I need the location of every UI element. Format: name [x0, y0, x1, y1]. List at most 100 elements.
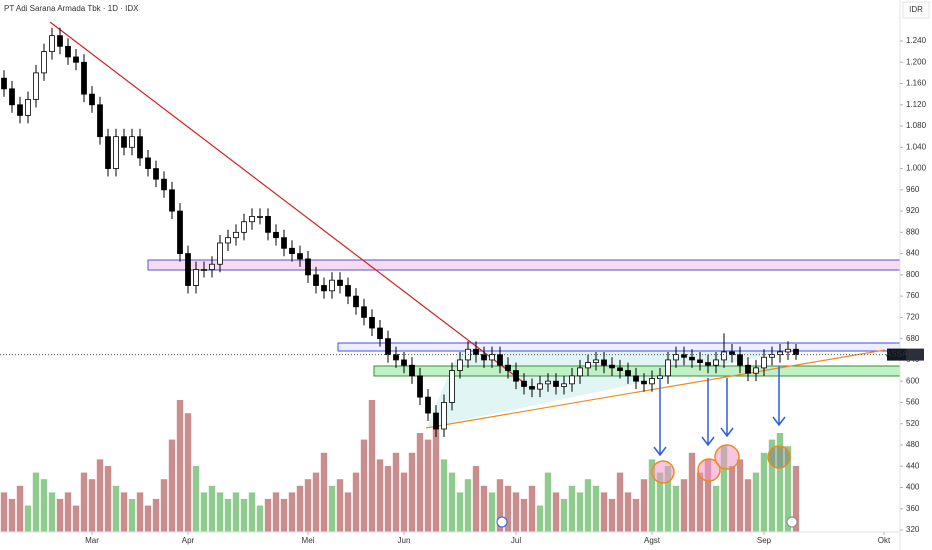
volume-highlight — [651, 460, 675, 484]
candle-body — [393, 354, 399, 361]
x-tick-label: Jun — [398, 536, 411, 545]
y-tick-label: 840 — [906, 249, 920, 258]
candle-body — [361, 306, 367, 318]
uptrend-line — [425, 349, 886, 429]
volume-bar — [648, 459, 656, 532]
candle-body — [441, 402, 447, 430]
y-tick-label: 1.080 — [906, 121, 927, 130]
candle-body — [497, 354, 503, 366]
y-tick-label: 560 — [906, 398, 920, 407]
y-tick-label: 1.040 — [906, 142, 927, 151]
volume-bar — [720, 446, 728, 532]
volume-bar — [240, 499, 248, 532]
y-tick-label: 720 — [906, 313, 920, 322]
candle-body — [545, 380, 551, 385]
volume-bar — [584, 479, 592, 532]
candle-body — [57, 35, 63, 47]
volume-bar — [64, 492, 72, 532]
y-tick-label: 520 — [906, 419, 920, 428]
volume-highlight — [714, 444, 740, 470]
volume-bar — [560, 499, 568, 532]
symbol-tag-box — [887, 348, 906, 361]
candle-body — [689, 356, 695, 361]
volume-bar — [392, 452, 400, 532]
volume-bar — [440, 459, 448, 532]
candle-body — [713, 359, 719, 366]
candle-body — [793, 348, 799, 355]
y-tick-label: 1.000 — [906, 164, 927, 173]
candle-body — [553, 380, 559, 387]
volume-bar — [320, 452, 328, 532]
volume-bar — [672, 485, 680, 532]
candle-body — [289, 247, 295, 255]
volume-bar — [448, 472, 456, 532]
volume-bar — [792, 466, 800, 532]
arrow — [701, 378, 715, 447]
volume-bar — [400, 472, 408, 532]
candle-body — [513, 370, 519, 382]
volume-bar — [272, 492, 280, 532]
volume-bar — [752, 472, 760, 532]
volume-bar — [552, 492, 560, 532]
y-tick-label: 1.120 — [906, 100, 927, 109]
candle-body — [537, 383, 543, 390]
volume-bar — [224, 499, 232, 532]
volume-bar — [56, 499, 64, 532]
volume-bar — [88, 479, 96, 532]
volume-bar — [600, 492, 608, 532]
volume-highlight — [767, 445, 791, 469]
y-tick-label: 800 — [906, 270, 920, 279]
volume-bar — [96, 459, 104, 532]
volume-bar — [112, 485, 120, 532]
volume-bar — [280, 499, 288, 532]
volume-bar — [360, 439, 368, 532]
candle-body — [385, 338, 391, 355]
currency-box — [902, 1, 930, 19]
volume-bar — [704, 459, 712, 532]
candle-body — [473, 348, 479, 355]
volume-bar — [152, 499, 160, 532]
volume-bar — [40, 479, 48, 532]
candle-body — [649, 378, 655, 385]
volume-bar — [496, 479, 504, 532]
candle-body — [417, 375, 423, 398]
volume-bar — [312, 472, 320, 532]
volume-bar — [0, 492, 8, 532]
candle-body — [73, 56, 79, 63]
candle-body — [337, 279, 343, 286]
candle-body — [369, 316, 375, 329]
triangle-shade — [426, 348, 790, 428]
volume-bar — [328, 485, 336, 532]
candle-body — [113, 136, 119, 169]
candle-body — [281, 237, 287, 249]
candle-body — [257, 216, 263, 218]
volume-bar — [664, 466, 672, 532]
resistance-zone — [147, 259, 901, 271]
volume-bar — [208, 485, 216, 532]
volume-bar — [528, 485, 536, 532]
candle-body — [353, 295, 359, 308]
volume-bar — [384, 466, 392, 532]
volume-bar — [488, 492, 496, 532]
volume-bar — [544, 472, 552, 532]
candle-body — [9, 88, 15, 106]
volume-bar — [416, 433, 424, 532]
volume-bar — [504, 485, 512, 532]
candle-body — [137, 136, 143, 159]
volume-bar — [520, 499, 528, 532]
candle-body — [617, 367, 623, 371]
y-tick-label: 1.240 — [906, 36, 927, 45]
candle-body — [401, 359, 407, 366]
event-icon — [786, 516, 798, 528]
volume-bar — [656, 472, 664, 532]
candle-body — [297, 253, 303, 260]
volume-bar — [640, 479, 648, 532]
volume-bar — [144, 505, 152, 532]
y-tick-label: 880 — [906, 227, 920, 236]
volume-bar — [352, 472, 360, 532]
candle-body — [697, 359, 703, 363]
volume-bar — [432, 426, 440, 532]
candle-body — [153, 168, 159, 180]
arrow — [720, 378, 734, 438]
candle-body — [241, 221, 247, 233]
